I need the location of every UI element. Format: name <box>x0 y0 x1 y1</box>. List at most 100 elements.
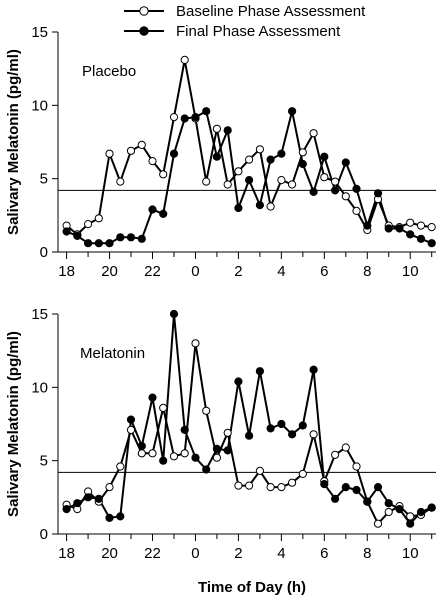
placebo-final-point <box>234 203 243 213</box>
placebo-x-tick-label: 20 <box>101 263 118 280</box>
melatonin-baseline-point <box>245 481 254 490</box>
placebo-baseline-point <box>309 129 318 138</box>
melatonin-final-point <box>363 497 372 506</box>
melatonin-final-point <box>384 499 393 508</box>
legend-entry-baseline: Baseline Phase Assessment <box>124 3 366 20</box>
melatonin-final-point <box>84 493 93 502</box>
placebo-final-point <box>137 234 146 243</box>
legend-marker-baseline <box>139 6 149 16</box>
placebo-baseline-point <box>94 214 103 223</box>
placebo-baseline-point <box>234 167 243 176</box>
placebo-baseline-point <box>148 157 157 166</box>
melatonin-baseline-point <box>352 462 361 471</box>
melatonin-y-ticks: 0 5 10 15 <box>31 306 58 543</box>
melatonin-final-point <box>373 483 383 492</box>
placebo-baseline-point <box>266 202 275 211</box>
placebo-baseline-point <box>320 173 329 182</box>
placebo-final-point <box>191 113 200 122</box>
placebo-baseline-point <box>416 221 426 230</box>
placebo-baseline-point <box>84 220 93 229</box>
melatonin-final-point <box>266 424 275 433</box>
melatonin-final-point <box>352 485 361 495</box>
melatonin-baseline-point <box>406 512 415 521</box>
legend-label-final: Final Phase Assessment <box>176 23 341 40</box>
panel-placebo: 0 5 10 15 18 20 22 0 2 4 6 8 10 Placebo Salivary Me… <box>5 24 436 280</box>
placebo-baseline-point <box>202 177 211 186</box>
placebo-final-point <box>395 224 404 233</box>
placebo-x-tick-label: 10 <box>402 263 419 280</box>
melatonin-x-tick-label: 10 <box>402 545 419 562</box>
melatonin-final-point <box>331 494 340 503</box>
placebo-baseline-point <box>352 206 361 215</box>
placebo-baseline-point <box>341 192 350 201</box>
placebo-panel-label: Placebo <box>82 63 136 80</box>
x-axis-title: Time of Day (h) <box>198 579 306 596</box>
melatonin-final-point <box>277 419 286 429</box>
melatonin-final-point <box>406 519 415 528</box>
melatonin-final-point <box>94 494 103 503</box>
melatonin-baseline-point <box>169 452 179 461</box>
placebo-series <box>62 55 436 248</box>
melatonin-baseline-point <box>255 466 264 475</box>
melatonin-final-point <box>73 499 82 508</box>
placebo-final-point <box>416 234 426 243</box>
placebo-y-tick-label: 0 <box>40 244 48 261</box>
melatonin-baseline-point <box>298 469 307 478</box>
placebo-baseline-point <box>212 124 221 133</box>
melatonin-baseline-point <box>180 449 189 458</box>
melatonin-baseline-point <box>309 430 318 439</box>
melatonin-baseline-point <box>234 481 243 490</box>
placebo-baseline-point <box>105 149 114 158</box>
placebo-baseline-point <box>406 218 415 227</box>
melatonin-final-point <box>309 365 318 374</box>
placebo-final-point <box>116 233 125 242</box>
placebo-final-point <box>202 107 211 116</box>
placebo-final-point <box>309 187 318 196</box>
placebo-baseline-point <box>223 180 232 189</box>
placebo-final-point <box>105 239 114 248</box>
melatonin-baseline-point <box>202 406 211 415</box>
melatonin-y-axis-title: Salivary Melatonin (pg/ml) <box>5 331 22 517</box>
placebo-final-point <box>180 114 189 123</box>
placebo-baseline-point <box>137 140 146 149</box>
melatonin-y-tick-label: 5 <box>40 453 48 470</box>
melatonin-axes <box>57 314 436 535</box>
melatonin-x-tick-label: 2 <box>234 545 242 562</box>
placebo-baseline-point <box>331 177 340 186</box>
melatonin-final-point <box>116 512 125 521</box>
placebo-final-point <box>255 201 264 210</box>
placebo-final-point <box>266 155 275 164</box>
placebo-baseline-point <box>255 145 264 154</box>
placebo-x-ticks: 18 20 22 0 2 4 6 8 10 <box>58 252 433 280</box>
melatonin-final-point <box>191 453 200 462</box>
placebo-baseline-point <box>288 180 297 189</box>
placebo-final-point <box>384 224 393 233</box>
melatonin-baseline-point <box>191 339 200 348</box>
placebo-x-tick-label: 22 <box>144 263 161 280</box>
melatonin-final-point <box>202 465 211 474</box>
placebo-final-point <box>277 149 286 158</box>
placebo-baseline-point <box>159 170 168 179</box>
placebo-y-ticks: 0 5 10 15 <box>31 24 58 261</box>
melatonin-x-tick-label: 8 <box>363 545 371 562</box>
placebo-y-axis-title: Salivary Melatonin (pg/ml) <box>5 49 22 235</box>
melatonin-final-point <box>234 377 243 386</box>
placebo-final-point <box>341 158 350 167</box>
placebo-x-tick-label: 0 <box>191 263 199 280</box>
placebo-final-point <box>352 184 361 193</box>
placebo-final-point <box>298 159 307 169</box>
placebo-x-tick-label: 8 <box>363 263 371 280</box>
melatonin-final-point <box>223 446 232 455</box>
melatonin-baseline-point <box>341 443 350 452</box>
placebo-baseline-point <box>169 113 179 122</box>
melatonin-series <box>62 309 436 528</box>
melatonin-baseline-point <box>105 483 114 492</box>
placebo-final-point <box>373 189 383 198</box>
melatonin-baseline-point <box>277 483 286 492</box>
placebo-final-point <box>148 205 157 214</box>
legend-marker-final <box>139 26 149 36</box>
melatonin-baseline-point <box>126 425 136 434</box>
melatonin-final-point <box>298 421 307 430</box>
melatonin-final-point <box>255 367 264 376</box>
